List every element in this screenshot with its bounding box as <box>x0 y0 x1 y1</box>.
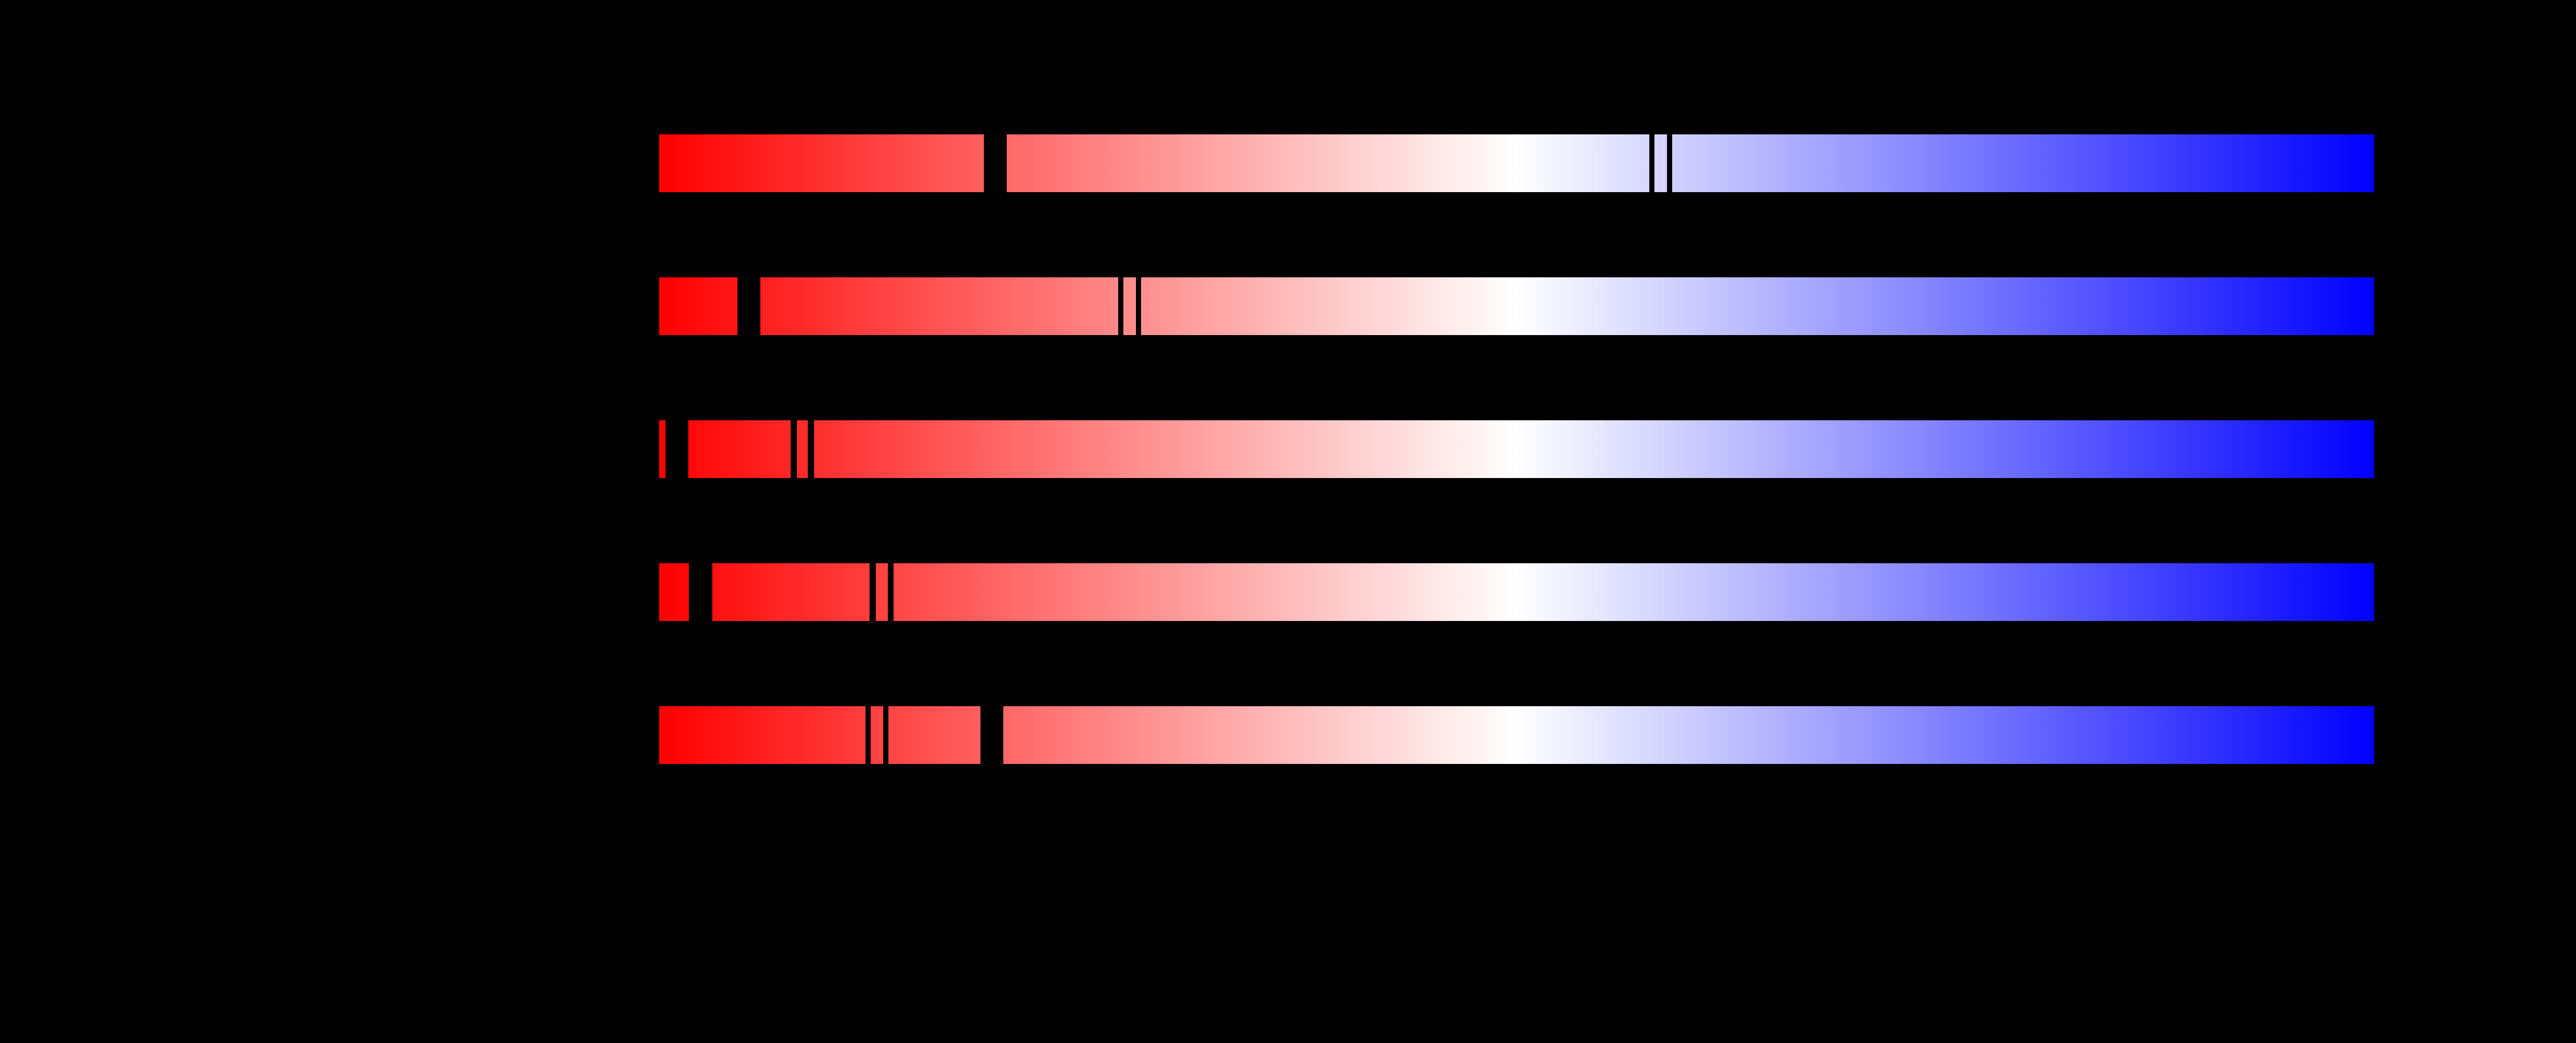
gradient-bar-row-1 <box>659 134 2374 192</box>
event-tick-thin <box>1136 277 1141 335</box>
event-tick-thin <box>1118 277 1123 335</box>
gradient-bar-row-4 <box>659 563 2374 621</box>
event-tick-thin <box>866 706 871 764</box>
event-tick-thin <box>1649 134 1654 192</box>
event-tick-thin <box>883 706 888 764</box>
event-tick-thin <box>1667 134 1672 192</box>
event-tick-thick <box>984 134 1007 192</box>
event-tick-thin <box>870 563 876 621</box>
event-tick-thick <box>737 277 760 335</box>
event-tick-thick <box>980 706 1003 764</box>
event-tick-thick <box>665 420 688 478</box>
event-tick-thin <box>791 420 797 478</box>
event-tick-thin <box>888 563 894 621</box>
event-tick-thin <box>808 420 814 478</box>
gradient-bar-row-3 <box>659 420 2374 478</box>
gradient-bar-row-2 <box>659 277 2374 335</box>
gradient-bar-row-5 <box>659 706 2374 764</box>
event-tick-thick <box>689 563 712 621</box>
